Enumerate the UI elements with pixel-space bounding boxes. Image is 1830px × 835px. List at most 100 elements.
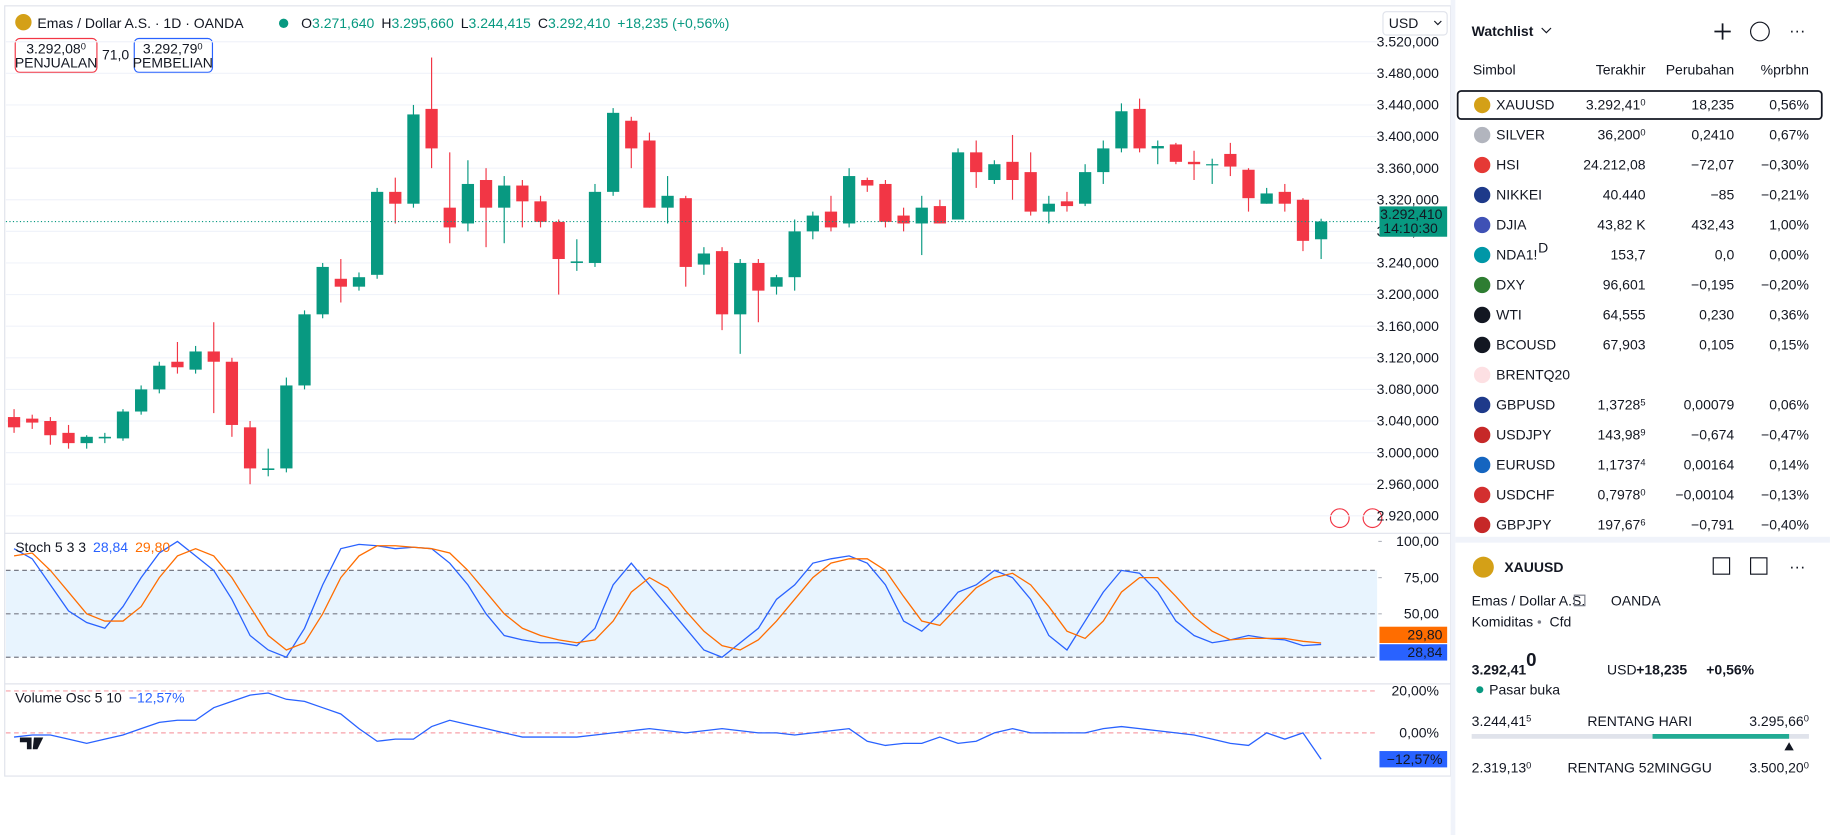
watchlist-row[interactable]: XAUUSD 3.292,410 18,235 0,56% bbox=[1496, 97, 1809, 113]
watchlist-row[interactable]: GBPUSD 1,37285 0,00079 0,06% bbox=[1496, 397, 1809, 413]
y-tick-label: 3.120,000 bbox=[1377, 349, 1439, 365]
row-change-part: 432,43 bbox=[1691, 217, 1734, 233]
watchlist-row[interactable]: USDCHF 0,79780 −0,00104 −0,13% bbox=[1496, 487, 1809, 503]
row-last-part: 40.440 bbox=[1603, 187, 1646, 203]
y-tick-label: 3.480,000 bbox=[1377, 65, 1439, 81]
candle-body bbox=[1151, 146, 1164, 149]
ohlc-key: L bbox=[461, 15, 469, 31]
row-last-part: 0,7978 bbox=[1598, 487, 1641, 503]
candle-body bbox=[26, 418, 39, 423]
row-change: 0,105 bbox=[1699, 337, 1734, 353]
row-pct: −0,20% bbox=[1761, 277, 1809, 293]
watchlist-row[interactable]: EURUSD 1,17374 0,00164 0,14% bbox=[1496, 457, 1809, 473]
value-tag-label: −12,57% bbox=[1387, 751, 1443, 767]
edit-button[interactable] bbox=[1750, 557, 1768, 575]
candle-body bbox=[498, 185, 511, 208]
row-symbol: WTI bbox=[1496, 307, 1522, 323]
candle-body bbox=[389, 191, 402, 204]
candle-body bbox=[1042, 203, 1055, 212]
row-symbol: HSI bbox=[1496, 157, 1519, 173]
more-button[interactable]: ··· bbox=[1789, 22, 1805, 40]
candle-body bbox=[1187, 161, 1201, 165]
candle-body bbox=[1296, 199, 1310, 241]
row-change-part: 0,0 bbox=[1715, 247, 1735, 263]
row-last: 36,2000 bbox=[1598, 127, 1646, 143]
row-change-part: 0,00164 bbox=[1684, 457, 1735, 473]
symbol-icon bbox=[1474, 516, 1491, 534]
row-pct-part: 0,36% bbox=[1769, 307, 1809, 323]
candle-body bbox=[479, 180, 493, 208]
symbol-icon bbox=[1474, 486, 1491, 504]
watchlist-row[interactable]: DXY 96,601 −0,195 −0,20% bbox=[1496, 277, 1809, 293]
watchlist-row[interactable]: BRENTQ20 bbox=[1496, 367, 1570, 383]
stats-button[interactable] bbox=[1750, 21, 1770, 42]
row-pct: 0,14% bbox=[1769, 457, 1809, 473]
grid-button[interactable] bbox=[1712, 557, 1731, 575]
candle-body bbox=[734, 262, 747, 315]
candle-body bbox=[697, 253, 711, 265]
symbol-icon bbox=[1474, 306, 1491, 324]
row-last-part: 43,82 K bbox=[1597, 217, 1646, 233]
row-symbol-part: SILVER bbox=[1496, 127, 1545, 143]
symbol-icon bbox=[1474, 456, 1491, 474]
candle-body bbox=[407, 114, 420, 204]
row-pct-part: −0,30% bbox=[1761, 157, 1809, 173]
detail-price-part: 3.292,41 bbox=[1472, 662, 1527, 678]
symbol-icon bbox=[1474, 426, 1491, 444]
add-button[interactable] bbox=[1714, 23, 1731, 40]
day-high: 3.295,660 bbox=[1749, 713, 1809, 729]
row-last-part: 5 bbox=[1640, 397, 1645, 407]
candle-body bbox=[189, 351, 202, 370]
row-change-part: −85 bbox=[1710, 187, 1734, 203]
watchlist-row[interactable]: WTI 64,555 0,230 0,36% bbox=[1496, 307, 1809, 323]
chevron bbox=[1541, 27, 1552, 34]
row-symbol-part: GBPJPY bbox=[1496, 517, 1552, 533]
more-button[interactable]: ··· bbox=[1789, 558, 1805, 576]
value-tag bbox=[1379, 644, 1448, 661]
row-symbol-part: WTI bbox=[1496, 307, 1522, 323]
watchlist-row[interactable]: USDJPY 143,989 −0,674 −0,47% bbox=[1496, 427, 1809, 443]
row-symbol-part: BRENTQ20 bbox=[1496, 367, 1570, 383]
currency-dropdown[interactable] bbox=[1382, 11, 1448, 36]
year-label-part: RENTANG 52MINGGU bbox=[1567, 760, 1711, 776]
sell-button[interactable] bbox=[14, 37, 98, 73]
logo bbox=[19, 737, 44, 750]
watchlist-row[interactable]: NIKKEI 40.440 −85 −0,21% bbox=[1496, 187, 1809, 203]
day-high-part: 0 bbox=[1804, 714, 1809, 724]
candle-body bbox=[1224, 153, 1237, 167]
row-pct: 0,15% bbox=[1769, 337, 1809, 353]
row-last-part: 4 bbox=[1640, 457, 1645, 467]
detail-symbol-part: XAUUSD bbox=[1504, 559, 1563, 575]
candle-body bbox=[951, 152, 965, 220]
day-low: 3.244,415 bbox=[1472, 713, 1532, 729]
row-last-part: 0 bbox=[1640, 127, 1645, 137]
y-tick-label: 3.000,000 bbox=[1377, 444, 1439, 460]
y-tick-label: 75,00 bbox=[1404, 569, 1439, 585]
exchange: OANDA bbox=[1611, 593, 1661, 609]
candle-body bbox=[461, 183, 475, 224]
row-change-part: −0,195 bbox=[1691, 277, 1734, 293]
watchlist-row[interactable]: DJIA 43,82 K 432,43 1,00% bbox=[1496, 217, 1809, 233]
watchlist-row[interactable]: NDA1! D 153,7 0,0 0,00% bbox=[1496, 240, 1809, 263]
watchlist-row[interactable]: SILVER 36,2000 0,2410 0,67% bbox=[1496, 127, 1809, 143]
symbol-icon bbox=[1474, 276, 1491, 294]
watchlist-row[interactable]: BCOUSD 67,903 0,105 0,15% bbox=[1496, 337, 1809, 353]
row-symbol-part: GBPUSD bbox=[1496, 397, 1555, 413]
row-change: 0,2410 bbox=[1691, 127, 1734, 143]
row-pct: −0,21% bbox=[1761, 187, 1809, 203]
watchlist-row[interactable]: GBPJPY 197,676 −0,791 −0,40% bbox=[1496, 517, 1809, 533]
ohlc-value: 3.244,415 bbox=[469, 15, 531, 31]
buy-button[interactable] bbox=[133, 37, 214, 73]
row-change: −0,674 bbox=[1691, 427, 1734, 443]
candle-body bbox=[316, 266, 329, 315]
candle-body bbox=[843, 176, 856, 224]
column-header-part: Perubahan bbox=[1666, 62, 1735, 78]
day-label: RENTANG HARI bbox=[1587, 713, 1692, 729]
day-high-part: 3.295,66 bbox=[1749, 713, 1804, 729]
row-change-part: −0,674 bbox=[1691, 427, 1734, 443]
buy-price: 3.292,790 bbox=[143, 41, 203, 57]
watchlist-row[interactable]: HSI 24.212,08 −72,07 −0,30% bbox=[1496, 157, 1809, 173]
candle-body bbox=[588, 191, 602, 263]
row-pct-part: 0,00% bbox=[1769, 247, 1809, 263]
row-last-part: 143,98 bbox=[1598, 427, 1641, 443]
